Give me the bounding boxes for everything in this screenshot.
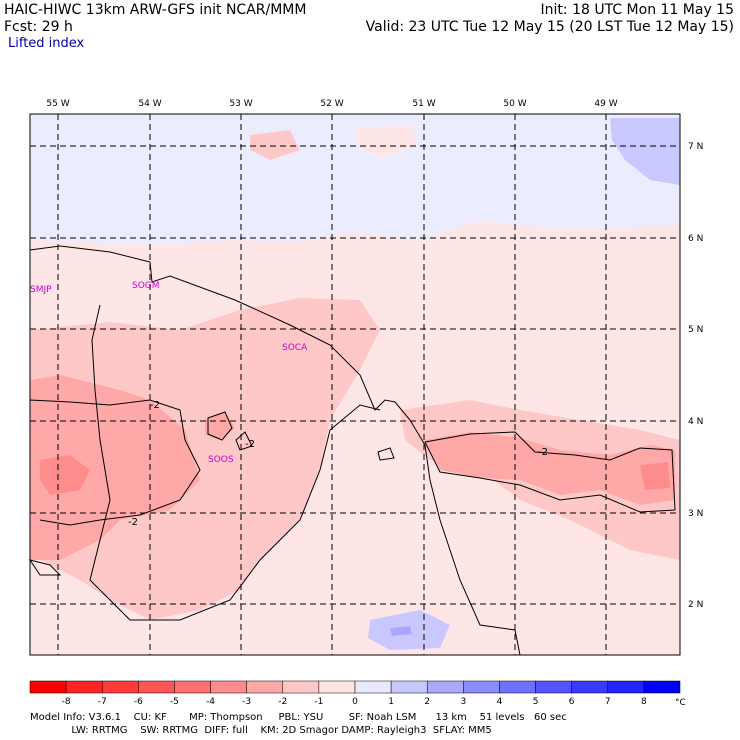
contour-label: -2 [128,517,138,528]
colorbar-unit: °C [675,698,686,708]
colorbar-swatch [174,680,211,694]
init-time: Init: 18 UTC Mon 11 May 15 [540,2,734,18]
contour-west [29,399,201,526]
lat-label: 3 N [688,509,703,519]
colorbar-tick-label: -2 [278,697,287,707]
colorbar-tick-label: 3 [460,697,466,707]
stable-region [30,114,680,245]
contour-label: -2 [150,400,160,411]
lon-label: 49 W [594,99,617,109]
contours-minus2 [28,399,676,576]
colorbar-tick-label: 8 [641,697,647,707]
patch-b [355,125,420,158]
stable-core-south [390,626,412,636]
colorbar-swatch [138,680,175,694]
model-title: HAIC-HIWC 13km ARW-GFS init NCAR/MMM [4,2,307,18]
colorbar-swatch [282,680,320,694]
station-sogm: SOGM [132,281,160,291]
station-soos: SOOS [208,455,234,465]
model-info-line2: LW: RRTMG SW: RRTMG DIFF: full KM: 2D Sm… [30,725,492,736]
lat-label: 6 N [688,234,703,244]
field-name: Lifted index [8,36,85,51]
station-soca: SOCA [282,343,308,353]
contour-label: -2 [245,439,255,450]
colorbar-swatch [29,680,67,694]
lat-label: 5 N [688,325,703,335]
colorbar-swatch [571,680,609,694]
contour-cell-d [28,559,62,576]
colorbar: -8 -7 -6 -5 -4 -3 -2 -1 0 1 2 3 4 5 6 7 8 [29,680,681,707]
colorbar-tick-label: 6 [569,697,575,707]
patch-a [250,130,300,160]
forecast-hour: Fcst: 29 h [4,19,73,35]
lat-label: 7 N [688,142,703,152]
lon-label: 53 W [229,99,252,109]
lon-label: 55 W [46,99,69,109]
colorbar-swatch [643,680,681,694]
station-smjp: SMJP [30,285,52,295]
lon-label: 50 W [503,99,526,109]
colorbar-tick-label: -4 [206,697,215,707]
contour-cell-c [377,447,395,461]
colorbar-tick-label: 5 [533,697,539,707]
unstable-region-west [30,298,380,620]
lat-label: 4 N [688,417,703,427]
graticule [30,114,680,655]
colorbar-swatch [65,680,103,694]
colorbar-swatch [426,680,464,694]
colorbar-tick-label: -3 [242,697,251,707]
colorbar-swatch [101,680,139,694]
model-info-line1: Model Info: V3.6.1 CU: KF MP: Thompson P… [30,712,567,723]
valid-time: Valid: 23 UTC Tue 12 May 15 (20 LST Tue … [365,19,734,35]
contour-cell-a [207,411,233,441]
contour-cell-b [235,431,253,451]
colorbar-tick-label: -8 [62,697,71,707]
map-frame [29,113,681,656]
colorbar-tick-label: 1 [388,697,394,707]
colorbar-tick-label: -7 [98,697,107,707]
lon-label: 54 W [138,99,161,109]
colorbar-swatch [499,680,536,694]
colorbar-swatch [354,680,392,694]
stable-patch-ne [610,118,680,185]
contour-east [424,431,676,513]
coastline [29,245,521,656]
borders [29,245,521,656]
colorbar-tick-label: -5 [170,697,179,707]
colorbar-swatch [535,680,572,694]
colorbar-tick-label: 4 [497,697,503,707]
colorbar-swatch [210,680,247,694]
unstable-core-east [425,432,675,505]
unstable-max-east [640,462,670,490]
colorbar-swatch [318,680,356,694]
contour-label: -2 [538,447,548,458]
colorbar-tick-label: 2 [424,697,430,707]
colorbar-swatch [246,680,284,694]
colorbar-tick-label: 7 [605,697,611,707]
colorbar-tick-label: 0 [352,697,358,707]
colorbar-tick-label: -6 [134,697,143,707]
lat-label: 2 N [688,600,703,610]
colorbar-tick-label: -1 [314,697,323,707]
colorbar-swatch [463,680,500,694]
colorbar-swatch [607,680,645,694]
border-guyana-suriname [89,304,381,621]
lon-label: 51 W [412,99,435,109]
unstable-max-west [40,455,90,495]
colorbar-swatch [390,680,428,694]
lon-label: 52 W [320,99,343,109]
